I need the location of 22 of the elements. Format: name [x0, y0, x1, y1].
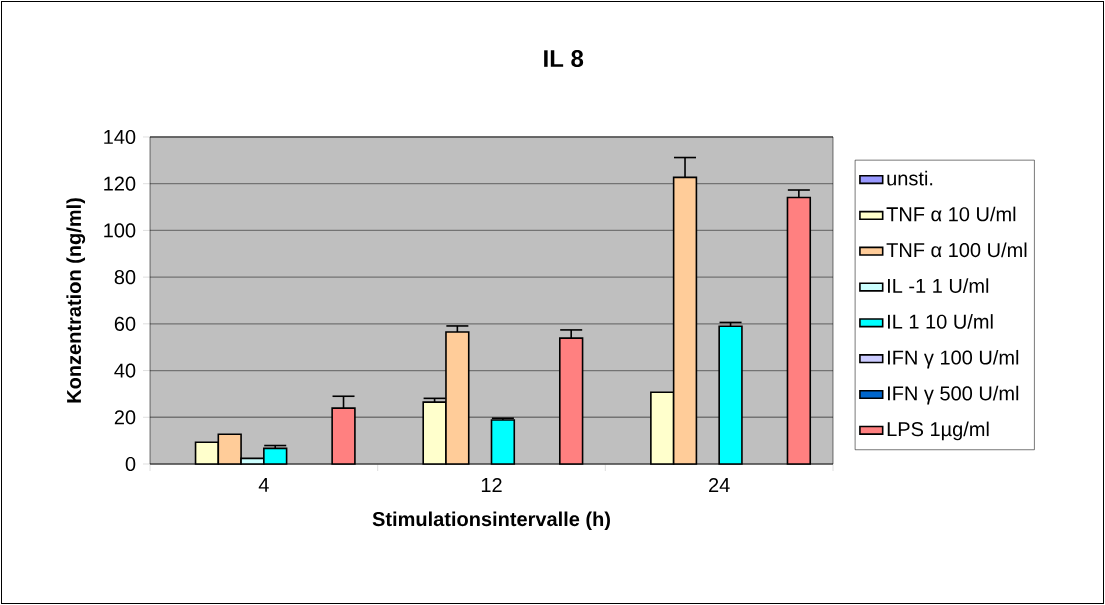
- legend-label: IFN γ 100 U/ml: [887, 349, 1019, 369]
- legend-label: IL 1 10 U/ml: [887, 314, 993, 329]
- y-tick-label: 80: [114, 270, 136, 285]
- y-tick-label: 20: [114, 410, 136, 425]
- legend-label: unsti.: [887, 170, 933, 186]
- x-axis-title: Stimulationsintervalle (h): [372, 511, 610, 531]
- y-tick-label: 60: [114, 316, 136, 331]
- legend-label: LPS 1µg/ml: [887, 421, 989, 441]
- y-tick-label: 0: [125, 456, 136, 472]
- y-tick-label: 100: [104, 223, 136, 238]
- y-tick-label: 140: [104, 129, 136, 145]
- y-tick-label: 40: [114, 363, 136, 378]
- x-tick-label: 4: [258, 477, 269, 492]
- legend-label: IFN γ 500 U/ml: [887, 385, 1019, 405]
- chart-title: IL 8: [544, 50, 584, 68]
- legend-label: TNF α 100 U/ml: [886, 242, 1027, 258]
- x-tick-label: 12: [481, 477, 502, 492]
- y-axis-title: Konzentration (ng/ml): [66, 198, 86, 403]
- legend-label: IL -1 1 U/ml: [887, 278, 989, 293]
- legend-label: TNF α 10 U/ml: [886, 206, 1016, 222]
- y-tick-label: 120: [104, 176, 136, 191]
- x-tick-label: 24: [709, 477, 730, 492]
